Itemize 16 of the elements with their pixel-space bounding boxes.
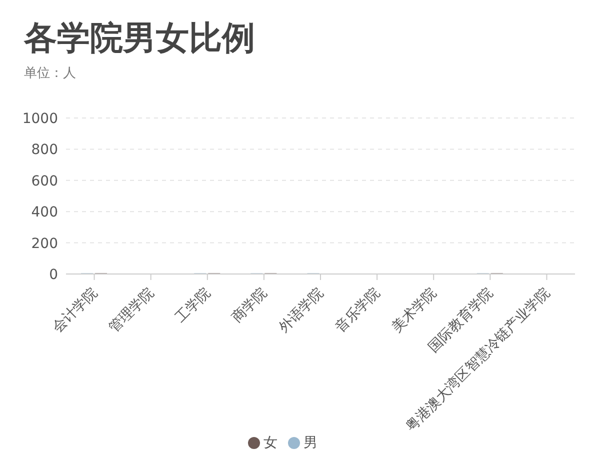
x-tick-label: 工学院	[172, 284, 214, 326]
x-tick-label: 音乐学院	[332, 284, 384, 336]
y-tick-label: 400	[31, 204, 58, 221]
y-tick-label: 800	[31, 142, 58, 158]
x-tick-label: 外语学院	[276, 284, 327, 336]
y-tick-label: 600	[31, 173, 58, 190]
y-tick-label: 1000	[22, 110, 58, 127]
legend-label: 女	[264, 435, 278, 451]
y-tick-label: 200	[31, 236, 58, 252]
x-tick-label: 商学院	[229, 284, 270, 326]
y-tick-label: 0	[49, 266, 58, 283]
chart-subtitle: 单位：人	[24, 65, 76, 82]
x-tick-label: 会计学院	[50, 284, 101, 336]
chart-title: 各学院男女比例	[24, 17, 255, 59]
x-tick-label: 管理学院	[106, 284, 158, 336]
legend-label: 男	[304, 435, 318, 451]
